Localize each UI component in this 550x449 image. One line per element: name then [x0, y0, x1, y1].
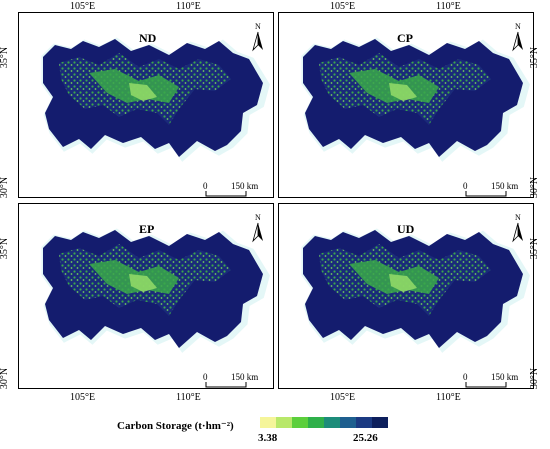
- scale-start-ep: 0: [203, 372, 208, 382]
- legend-color-box: [340, 417, 356, 428]
- lat-tick-35-nd: 35°N: [0, 46, 11, 69]
- legend-max: 25.26: [353, 432, 378, 444]
- scale-end-nd: 150 km: [231, 181, 259, 191]
- scenario-label-ep: EP: [139, 222, 155, 236]
- scenario-label-nd: ND: [139, 31, 157, 45]
- north-label-cp: N: [515, 22, 521, 31]
- scale-bar-icon: [465, 191, 507, 197]
- map-panel-cp: CP: [278, 12, 534, 198]
- lat-tick-30-nd: 30°N: [0, 176, 11, 199]
- map-panel-ud: UD: [278, 203, 534, 389]
- scale-end-ud: 150 km: [491, 372, 519, 382]
- lon-tick-110-ud: 110°E: [436, 392, 461, 403]
- lon-tick-110-cp: 110°E: [436, 1, 461, 12]
- legend-title: Carbon Storage (t·hm⁻²): [117, 420, 234, 432]
- lon-tick-110-ep: 110°E: [176, 392, 201, 403]
- legend-color-box: [292, 417, 308, 428]
- north-label-ud: N: [515, 213, 521, 222]
- north-arrow-icon: [252, 31, 263, 52]
- lat-tick-35-ep: 35°N: [0, 237, 11, 260]
- lon-tick-105-ud: 105°E: [330, 392, 356, 403]
- scenario-label-ud: UD: [397, 222, 415, 236]
- legend-color-box: [372, 417, 388, 428]
- lat-tick-30-ep: 30°N: [0, 367, 11, 390]
- scale-bar-icon: [205, 382, 247, 388]
- legend-color-box: [260, 417, 276, 428]
- scenario-label-cp: CP: [397, 31, 413, 45]
- scale-start-cp: 0: [463, 181, 468, 191]
- lon-tick-105-nd: 105°E: [70, 1, 96, 12]
- scale-bar-icon: [205, 191, 247, 197]
- legend-color-box: [324, 417, 340, 428]
- scale-start-nd: 0: [203, 181, 208, 191]
- legend-color-box: [308, 417, 324, 428]
- map-panel-nd: ND: [18, 12, 274, 198]
- legend-color-box: [356, 417, 372, 428]
- legend-min: 3.38: [258, 432, 278, 444]
- north-arrow-icon: [252, 222, 263, 243]
- scale-end-ep: 150 km: [231, 372, 259, 382]
- north-arrow-icon: [512, 222, 523, 243]
- lon-tick-110-nd: 110°E: [176, 1, 201, 12]
- lat-tick-35-cp: 35°N: [529, 46, 541, 69]
- lon-tick-105-ep: 105°E: [70, 392, 96, 403]
- north-label-nd: N: [255, 22, 261, 31]
- lat-tick-30-ud: 30°N: [529, 367, 541, 390]
- scale-start-ud: 0: [463, 372, 468, 382]
- lat-tick-30-cp: 30°N: [529, 176, 541, 199]
- scale-bar-icon: [465, 382, 507, 388]
- map-panel-ep: EP: [18, 203, 274, 389]
- scale-end-cp: 150 km: [491, 181, 519, 191]
- lon-tick-105-cp: 105°E: [330, 1, 356, 12]
- legend-color-box: [276, 417, 292, 428]
- north-arrow-icon: [512, 31, 523, 52]
- north-label-ep: N: [255, 213, 261, 222]
- lat-tick-35-ud: 35°N: [529, 237, 541, 260]
